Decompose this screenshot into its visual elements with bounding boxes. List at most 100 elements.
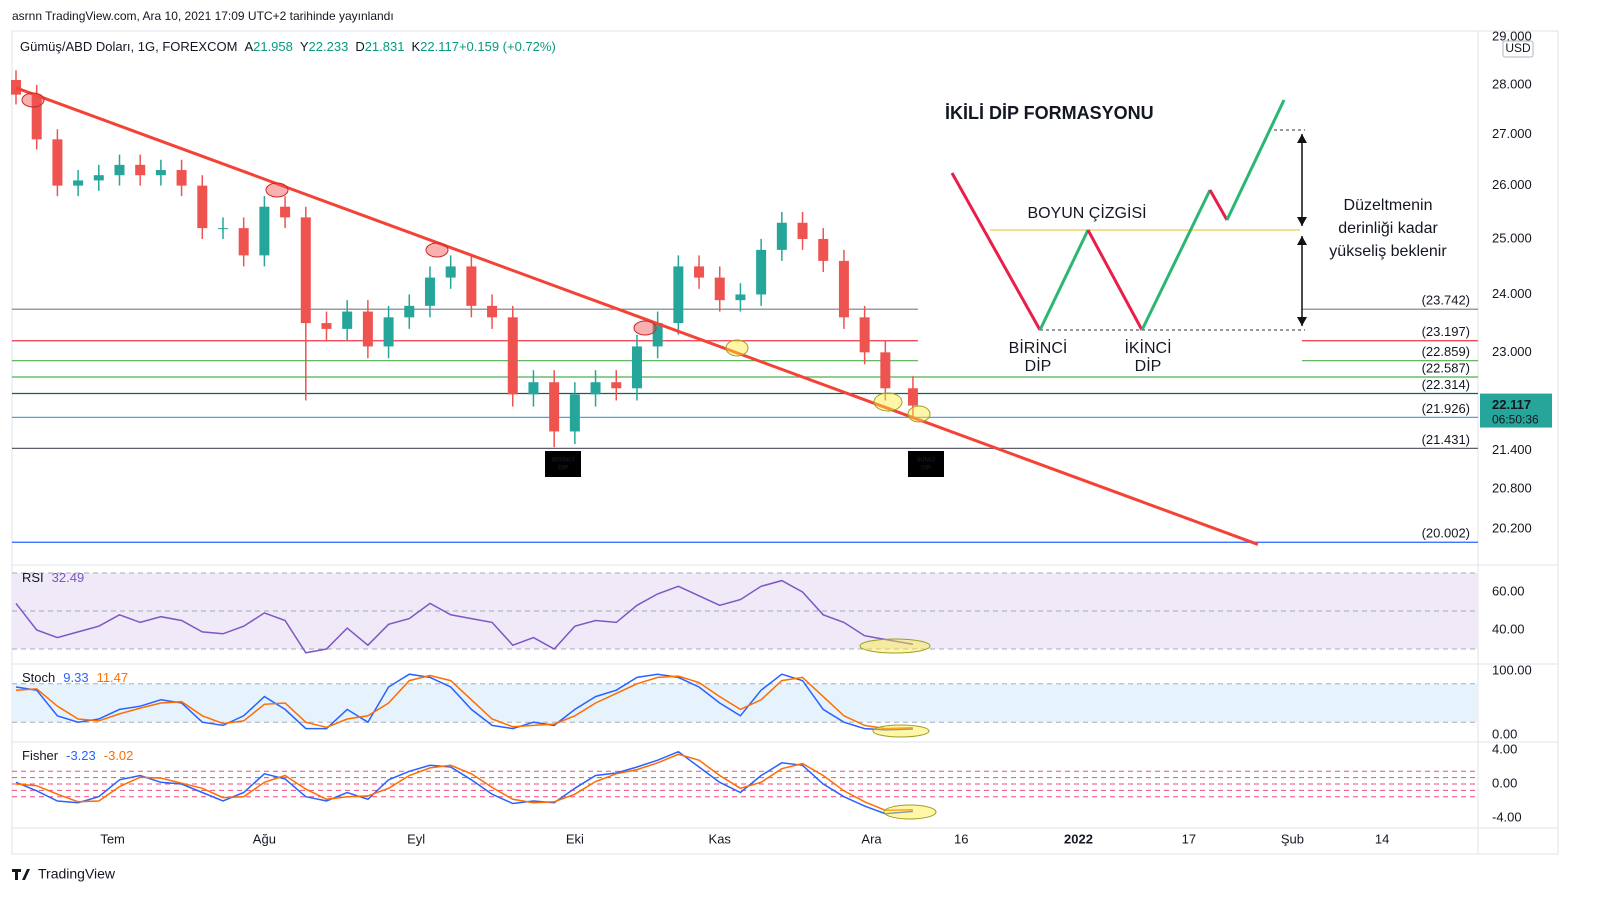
x-tick-label: 2022 <box>1064 831 1093 846</box>
target-note: derinliği kadar <box>1338 220 1438 237</box>
ohlc-value: 22.117 <box>420 39 459 54</box>
brand-name: TradingView <box>38 866 116 882</box>
candle-body <box>631 346 642 389</box>
y-tick-label: 23.000 <box>1492 344 1532 359</box>
indicator-value: -3.23 <box>66 748 96 763</box>
candle-body <box>549 382 560 432</box>
brand-logo <box>12 869 30 880</box>
touch-highlight <box>265 182 289 198</box>
x-tick-label: Kas <box>709 831 732 846</box>
ohlc-value: 21.958 <box>253 39 293 54</box>
bottom-highlight <box>872 724 930 738</box>
y-tick-label: 4.00 <box>1492 741 1517 756</box>
indicator-title: RSI <box>22 570 44 585</box>
ohlc-key: Y <box>300 39 309 54</box>
indicator-line <box>15 750 913 815</box>
candle-body <box>838 260 849 318</box>
candle-body <box>445 266 456 278</box>
dip-marker <box>908 451 944 477</box>
ohlc-value: +0.159 (+0.72%) <box>459 39 556 54</box>
candle-body <box>259 206 270 256</box>
indicator-line <box>15 579 914 654</box>
candle-body <box>155 170 166 176</box>
frame <box>11 30 1559 855</box>
y-tick-label: 0.00 <box>1492 775 1517 790</box>
bottom-label: DİP <box>1135 356 1162 375</box>
ohlc-key: K <box>411 39 420 54</box>
x-tick-label: Ara <box>861 831 882 846</box>
level-label: (22.587) <box>1422 360 1470 375</box>
y-tick-label: -4.00 <box>1492 809 1522 824</box>
candle-body <box>756 249 767 295</box>
pattern-leg <box>1086 229 1144 331</box>
touch-highlight <box>21 92 45 108</box>
y-tick-label: 40.00 <box>1492 621 1525 636</box>
bottom-highlight <box>859 638 931 654</box>
y-tick-label: 29.000 <box>1492 29 1532 44</box>
indicator-line <box>15 753 913 812</box>
candle-body <box>880 352 891 389</box>
x-tick-label: Şub <box>1281 831 1304 846</box>
indicator-line <box>15 673 913 731</box>
target-note: yükseliş beklenir <box>1329 243 1447 260</box>
candle-body <box>735 294 746 301</box>
y-tick-label: 28.000 <box>1492 76 1532 91</box>
pattern-leg <box>1140 189 1212 331</box>
pattern-leg <box>950 172 1042 331</box>
indicator-legend: RSI 32.49 <box>22 570 84 585</box>
candle-body <box>611 382 622 389</box>
candle-body <box>652 323 663 347</box>
candle-body <box>321 323 332 329</box>
symbol: Gümüş/ABD Doları, 1G, FOREXCOM <box>20 39 237 54</box>
candle-body <box>818 238 829 261</box>
candle-body <box>507 317 518 395</box>
pattern-leg <box>1208 189 1229 221</box>
indicator-line <box>15 674 913 730</box>
dip-marker-text: DİP <box>558 465 568 472</box>
candle-body <box>52 139 63 186</box>
candle-body <box>93 175 104 181</box>
candle-body <box>342 311 353 329</box>
level-label: (22.314) <box>1422 377 1470 392</box>
y-tick-label: 27.000 <box>1492 126 1532 141</box>
indicator-legend: Stoch 9.33 11.47 <box>22 670 128 685</box>
currency-box <box>1502 40 1534 58</box>
candle-body <box>424 277 435 306</box>
level-label: (20.002) <box>1422 526 1470 541</box>
published-note: asrnn TradingView.com, Ara 10, 2021 17:0… <box>12 9 394 23</box>
candle-body <box>197 185 208 229</box>
y-tick-label: 26.000 <box>1492 177 1532 192</box>
y-tick-label: 21.400 <box>1492 442 1532 457</box>
bottom-highlight <box>873 392 903 412</box>
bottom-label: DİP <box>1025 356 1052 375</box>
level-label: (21.431) <box>1422 432 1470 447</box>
dip-marker-text: BİRİNCİ <box>552 457 575 464</box>
indicator-legend: Fisher -3.23 -3.02 <box>22 748 133 763</box>
x-tick-label: 14 <box>1375 831 1389 846</box>
candle-body <box>404 305 415 318</box>
x-tick-label: Ağu <box>253 831 276 846</box>
candle-body <box>280 206 291 218</box>
candle-body <box>11 80 22 95</box>
candle-body <box>73 180 84 186</box>
indicator-value: 32.49 <box>52 570 85 585</box>
y-tick-label: 60.00 <box>1492 583 1525 598</box>
ohlc-value: 22.233 <box>309 39 349 54</box>
ohlc-value: 21.831 <box>365 39 405 54</box>
pattern-leg <box>1225 99 1286 221</box>
x-tick-label: Eki <box>566 831 584 846</box>
candle-body <box>907 388 918 406</box>
candle-body <box>466 266 477 306</box>
candle-body <box>859 317 870 353</box>
level-label: (21.926) <box>1422 401 1470 416</box>
pattern-leg <box>1038 229 1090 331</box>
indicator-value: -3.02 <box>104 748 134 763</box>
y-tick-label: 20.800 <box>1492 480 1532 495</box>
indicator-title: Fisher <box>22 748 59 763</box>
bottom-highlight <box>883 804 937 820</box>
x-tick-label: Tem <box>100 831 125 846</box>
candle-body <box>590 382 601 395</box>
diagram-backdrop <box>918 300 1302 372</box>
